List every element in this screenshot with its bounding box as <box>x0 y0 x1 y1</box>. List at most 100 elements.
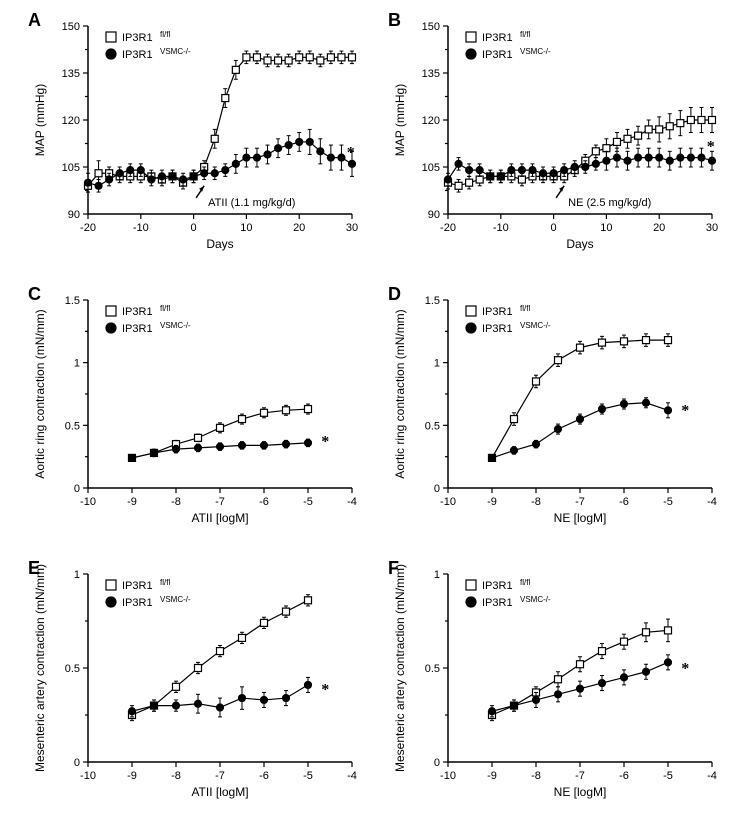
svg-text:*: * <box>681 402 689 419</box>
svg-text:-4: -4 <box>707 496 717 508</box>
svg-text:-4: -4 <box>347 496 357 508</box>
svg-text:90: 90 <box>428 209 440 221</box>
svg-text:-5: -5 <box>303 496 313 508</box>
svg-text:-7: -7 <box>215 496 225 508</box>
svg-text:-10: -10 <box>493 222 509 234</box>
svg-text:-5: -5 <box>663 770 673 782</box>
svg-text:30: 30 <box>706 222 718 234</box>
svg-text:IP3R1: IP3R1 <box>122 32 153 44</box>
panel-label-B: B <box>388 10 401 31</box>
svg-text:0: 0 <box>74 483 80 495</box>
svg-text:VSMC-/-: VSMC-/- <box>160 595 191 604</box>
svg-text:105: 105 <box>422 162 440 174</box>
svg-text:-20: -20 <box>80 222 96 234</box>
svg-text:120: 120 <box>62 115 80 127</box>
svg-text:MAP (mmHg): MAP (mmHg) <box>393 84 407 156</box>
svg-text:IP3R1: IP3R1 <box>122 323 153 335</box>
svg-text:-7: -7 <box>575 770 585 782</box>
svg-text:-5: -5 <box>303 770 313 782</box>
svg-text:Days: Days <box>566 237 593 251</box>
svg-text:VSMC-/-: VSMC-/- <box>160 47 191 56</box>
svg-text:-9: -9 <box>127 496 137 508</box>
svg-text:10: 10 <box>240 222 252 234</box>
svg-text:-8: -8 <box>171 496 181 508</box>
svg-text:fl/fl: fl/fl <box>520 30 530 39</box>
svg-text:-4: -4 <box>707 770 717 782</box>
svg-text:IP3R1: IP3R1 <box>482 32 513 44</box>
svg-text:-6: -6 <box>259 496 269 508</box>
svg-text:105: 105 <box>62 162 80 174</box>
svg-text:*: * <box>681 661 689 678</box>
svg-text:VSMC-/-: VSMC-/- <box>520 595 551 604</box>
svg-text:-10: -10 <box>133 222 149 234</box>
svg-text:135: 135 <box>422 68 440 80</box>
svg-text:30: 30 <box>346 222 358 234</box>
svg-text:IP3R1: IP3R1 <box>482 580 513 592</box>
svg-text:135: 135 <box>62 68 80 80</box>
panel-E: E00.51-10-9-8-7-6-5-4ATII [logM]Mesenter… <box>20 556 370 820</box>
svg-text:IP3R1: IP3R1 <box>482 323 513 335</box>
svg-text:*: * <box>347 145 355 162</box>
svg-text:-7: -7 <box>575 496 585 508</box>
svg-text:NE (2.5 mg/kg/d): NE (2.5 mg/kg/d) <box>568 197 651 209</box>
panel-label-C: C <box>28 284 41 305</box>
svg-text:-6: -6 <box>619 770 629 782</box>
svg-text:-10: -10 <box>440 770 456 782</box>
svg-text:ATII [logM]: ATII [logM] <box>191 511 248 525</box>
svg-text:-8: -8 <box>171 770 181 782</box>
svg-text:1: 1 <box>74 358 80 370</box>
svg-text:*: * <box>321 681 329 698</box>
svg-text:IP3R1: IP3R1 <box>122 306 153 318</box>
svg-text:*: * <box>707 138 715 155</box>
svg-text:1: 1 <box>434 358 440 370</box>
svg-text:1.5: 1.5 <box>65 295 80 307</box>
panel-F: F00.51-10-9-8-7-6-5-4NE [logM]Mesenteric… <box>380 556 730 820</box>
figure-root: A90105120135150-20-100102030DaysMAP (mmH… <box>0 0 740 834</box>
svg-text:0.5: 0.5 <box>65 420 80 432</box>
svg-text:IP3R1: IP3R1 <box>122 597 153 609</box>
svg-text:-4: -4 <box>347 770 357 782</box>
svg-text:VSMC-/-: VSMC-/- <box>160 321 191 330</box>
svg-text:150: 150 <box>422 21 440 33</box>
svg-text:-10: -10 <box>80 770 96 782</box>
svg-text:-9: -9 <box>487 496 497 508</box>
svg-text:Days: Days <box>206 237 233 251</box>
svg-text:-8: -8 <box>531 496 541 508</box>
svg-text:Mesenteric artery contraction: Mesenteric artery contraction (mN/mm) <box>393 564 407 772</box>
svg-text:0.5: 0.5 <box>425 420 440 432</box>
svg-text:ATII [logM]: ATII [logM] <box>191 785 248 799</box>
svg-text:-10: -10 <box>440 496 456 508</box>
svg-text:IP3R1: IP3R1 <box>482 49 513 61</box>
svg-text:fl/fl: fl/fl <box>520 578 530 587</box>
svg-text:-8: -8 <box>531 770 541 782</box>
svg-text:1.5: 1.5 <box>425 295 440 307</box>
svg-text:ATII (1.1 mg/kg/d): ATII (1.1 mg/kg/d) <box>208 197 295 209</box>
svg-text:fl/fl: fl/fl <box>160 578 170 587</box>
svg-text:-6: -6 <box>619 496 629 508</box>
svg-text:150: 150 <box>62 21 80 33</box>
panel-label-E: E <box>28 558 40 579</box>
svg-text:-9: -9 <box>127 770 137 782</box>
svg-text:fl/fl: fl/fl <box>520 304 530 313</box>
svg-text:-10: -10 <box>80 496 96 508</box>
svg-text:*: * <box>321 434 329 451</box>
svg-text:-5: -5 <box>663 496 673 508</box>
svg-text:fl/fl: fl/fl <box>160 30 170 39</box>
svg-text:NE [logM]: NE [logM] <box>554 785 607 799</box>
panel-label-F: F <box>388 558 399 579</box>
svg-text:IP3R1: IP3R1 <box>122 580 153 592</box>
svg-text:-20: -20 <box>440 222 456 234</box>
svg-text:fl/fl: fl/fl <box>160 304 170 313</box>
svg-text:0: 0 <box>191 222 197 234</box>
svg-text:VSMC-/-: VSMC-/- <box>520 321 551 330</box>
svg-text:-7: -7 <box>215 770 225 782</box>
panel-B: B90105120135150-20-100102030DaysMAP (mmH… <box>380 8 730 268</box>
svg-text:-9: -9 <box>487 770 497 782</box>
svg-text:VSMC-/-: VSMC-/- <box>520 47 551 56</box>
svg-text:IP3R1: IP3R1 <box>482 597 513 609</box>
svg-text:IP3R1: IP3R1 <box>482 306 513 318</box>
svg-text:0: 0 <box>434 483 440 495</box>
svg-text:Aortic ring contraction (mN/mm: Aortic ring contraction (mN/mm) <box>33 309 47 478</box>
svg-text:0.5: 0.5 <box>65 663 80 675</box>
panel-A: A90105120135150-20-100102030DaysMAP (mmH… <box>20 8 370 268</box>
